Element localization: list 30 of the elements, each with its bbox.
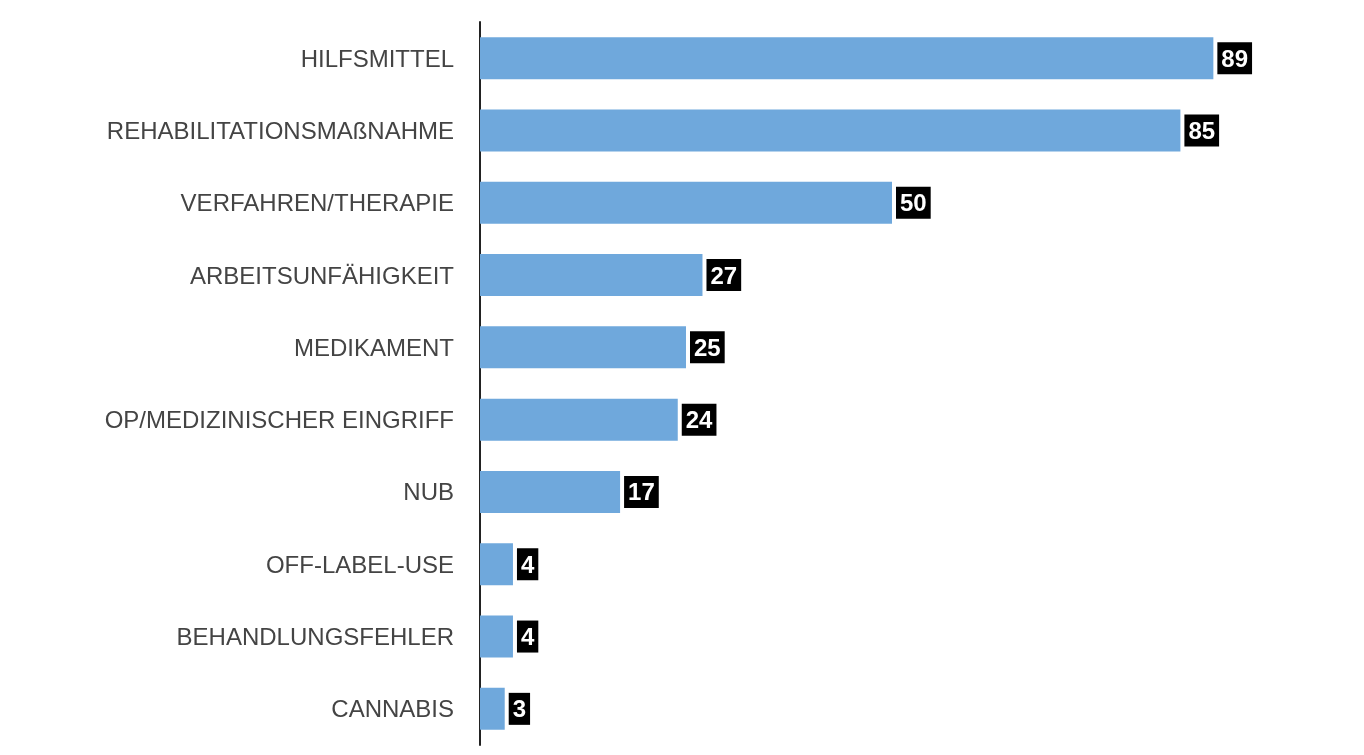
y-tick-label: REHABILITATIONSMAßNAHME — [106, 116, 454, 144]
bar — [480, 109, 1181, 152]
bar — [480, 543, 513, 586]
bar — [480, 37, 1214, 80]
data-label: 25 — [694, 333, 721, 361]
y-tick-label: OP/MEDIZINISCHER EINGRIFF — [104, 406, 454, 434]
bar — [480, 687, 505, 730]
bar — [480, 398, 678, 441]
y-tick-label: MEDIKAMENT — [293, 333, 455, 361]
y-tick-label: VERFAHREN/THERAPIE — [180, 189, 454, 217]
y-tick-label: HILFSMITTEL — [300, 44, 454, 72]
bar — [480, 615, 513, 658]
data-label: 3 — [512, 695, 527, 723]
bar — [480, 181, 892, 224]
data-label: 4 — [520, 550, 535, 578]
bar — [480, 326, 686, 369]
y-tick-label: CANNABIS — [331, 695, 454, 723]
y-tick-label: OFF-LABEL-USE — [265, 550, 454, 578]
bar — [480, 254, 703, 297]
y-tick-label: NUB — [403, 478, 454, 506]
data-label: 85 — [1188, 116, 1216, 144]
data-label: 27 — [710, 261, 738, 289]
y-tick-label: ARBEITSUNFÄHIGKEIT — [189, 261, 455, 289]
y-tick-label: BEHANDLUNGSFEHLER — [176, 623, 454, 651]
data-label: 50 — [900, 189, 927, 217]
data-label: 89 — [1221, 44, 1249, 72]
data-label: 17 — [628, 478, 655, 506]
data-label: 24 — [685, 406, 714, 434]
data-label: 4 — [520, 623, 535, 651]
bar — [480, 470, 621, 513]
